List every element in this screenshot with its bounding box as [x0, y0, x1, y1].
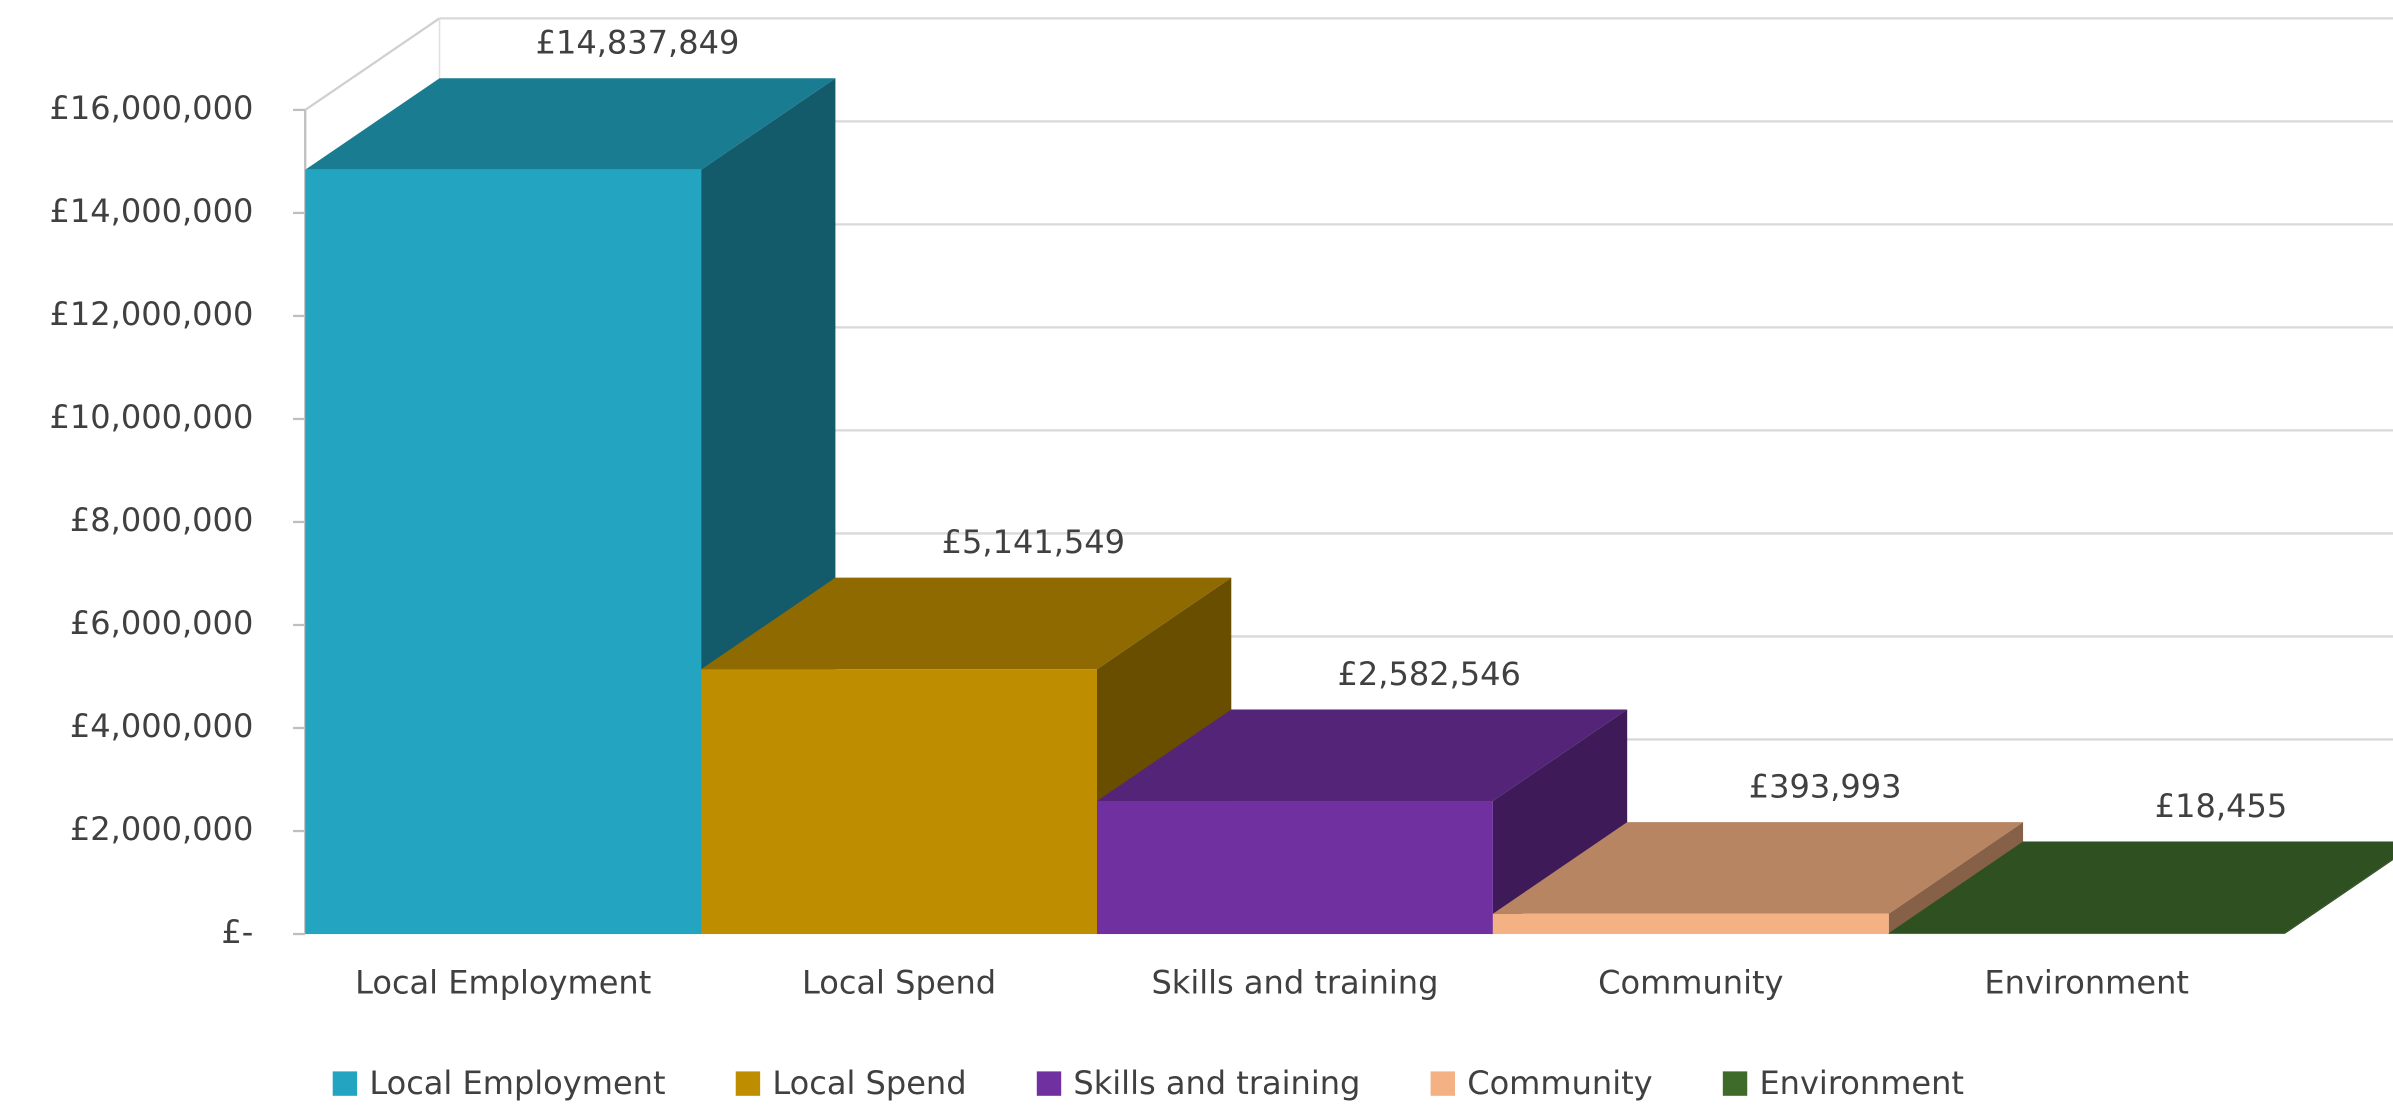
- bar-top: [305, 78, 836, 170]
- bar-top: [1492, 822, 2024, 914]
- value-label: £18,455: [2155, 787, 2287, 825]
- x-tick-label: Environment: [1984, 963, 2189, 1001]
- y-tick-label: £-: [221, 913, 253, 951]
- y-tick-label: £12,000,000: [50, 295, 254, 333]
- y-tick-label: £10,000,000: [50, 398, 254, 436]
- legend-label: Environment: [1759, 1064, 1964, 1102]
- bar: [701, 669, 1097, 935]
- bar-side: [2284, 859, 2393, 935]
- y-tick-label: £16,000,000: [50, 89, 254, 127]
- value-label: £14,837,849: [536, 24, 740, 62]
- wall-edge: [304, 17, 441, 111]
- legend-label: Community: [1467, 1064, 1652, 1102]
- legend-swatch: [1036, 1071, 1062, 1096]
- bar: [1888, 933, 2285, 935]
- bar-top: [1096, 709, 1628, 802]
- bar-top: [1888, 841, 2393, 934]
- y-tick-label: £4,000,000: [70, 707, 253, 745]
- x-tick-label: Local Spend: [802, 963, 996, 1001]
- legend-swatch: [332, 1071, 358, 1096]
- y-tick-label: £8,000,000: [70, 501, 253, 539]
- legend-swatch: [735, 1071, 761, 1096]
- y-tick-label: £2,000,000: [70, 810, 253, 848]
- value-label: £393,993: [1749, 768, 1902, 806]
- x-tick-label: Community: [1598, 963, 1783, 1001]
- legend-swatch: [1722, 1071, 1748, 1096]
- bar-side: [1888, 822, 2024, 935]
- legend-label: Local Employment: [369, 1064, 665, 1102]
- value-label: £5,141,549: [942, 523, 1125, 561]
- legend-swatch: [1430, 1071, 1456, 1096]
- x-tick-label: Local Employment: [355, 963, 651, 1001]
- legend-label: Local Spend: [772, 1064, 966, 1102]
- y-tick-label: £6,000,000: [70, 604, 253, 642]
- bar-top: [701, 577, 1232, 670]
- bar: [1096, 801, 1493, 935]
- bar: [305, 169, 702, 935]
- bar: [1492, 913, 1889, 935]
- x-tick-label: Skills and training: [1151, 963, 1438, 1001]
- y-tick-label: £14,000,000: [50, 192, 254, 230]
- legend-label: Skills and training: [1073, 1064, 1360, 1102]
- value-label: £2,582,546: [1338, 655, 1521, 693]
- bar-side: [1492, 709, 1628, 935]
